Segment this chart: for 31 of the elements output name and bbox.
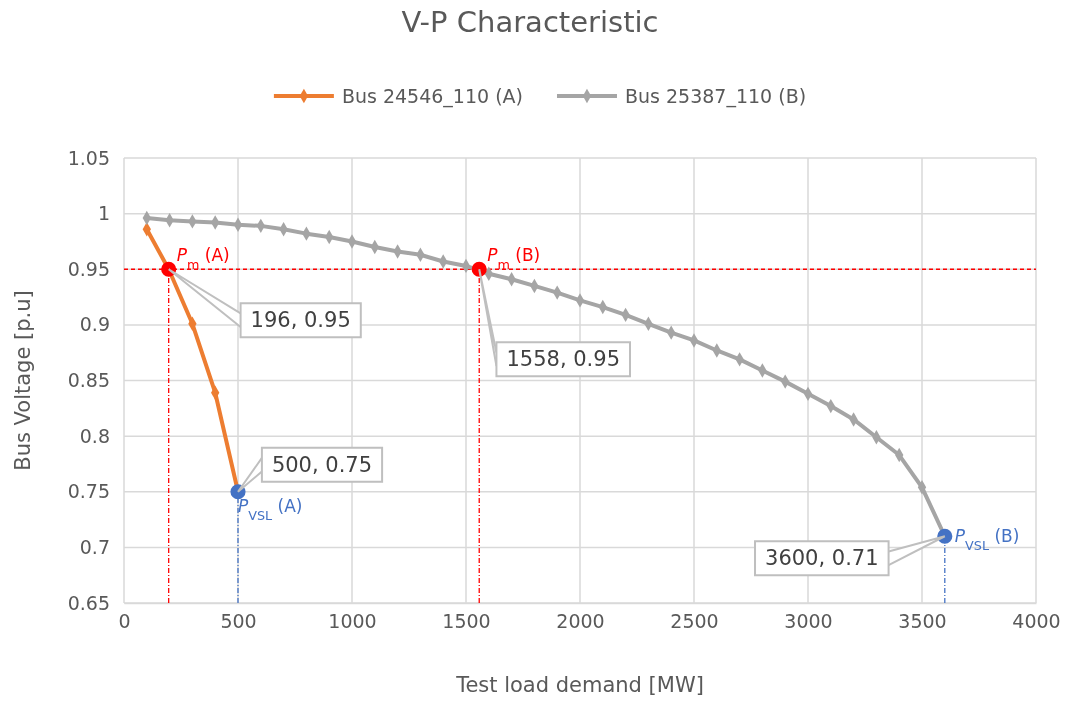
- annotation: 1558, 0.95: [506, 347, 621, 372]
- y-tick-label: 1.05: [67, 146, 110, 169]
- x-tick-label: 2500: [670, 610, 719, 633]
- x-tick-label: 500: [220, 610, 257, 633]
- y-tick-label: 0.65: [67, 591, 110, 614]
- x-axis-title: Test load demand [MW]: [455, 673, 704, 697]
- y-tick-label: 0.85: [67, 369, 110, 392]
- y-axis-title: Bus Voltage [p.u]: [11, 290, 35, 471]
- x-tick-label: 4000: [1012, 610, 1061, 633]
- annotation: 3600, 0.71: [765, 546, 879, 571]
- x-tick-label: 2000: [556, 610, 605, 633]
- y-tick-label: 0.9: [79, 313, 110, 336]
- annotation: 196, 0.95: [250, 308, 351, 333]
- legend-label: Bus 25387_110 (B): [624, 85, 807, 108]
- y-tick-label: 0.95: [67, 257, 110, 280]
- annotation: P$_{VSL}$ (A): [238, 495, 303, 523]
- y-tick-label: 0.7: [79, 535, 110, 558]
- legend-label: Bus 24546_110 (A): [341, 85, 523, 108]
- x-tick-label: 0: [118, 610, 131, 633]
- annotation: P$_{m}$ (A): [176, 245, 230, 272]
- y-tick-label: 0.75: [67, 480, 110, 503]
- chart-title: V-P Characteristic: [401, 5, 659, 39]
- annotation: P$_{VSL}$ (B): [954, 526, 1020, 553]
- x-tick-label: 1000: [328, 610, 377, 633]
- x-tick-label: 3500: [898, 610, 947, 633]
- y-tick-label: 0.8: [79, 424, 110, 447]
- x-tick-label: 1500: [442, 610, 491, 633]
- y-tick-label: 1: [97, 202, 110, 225]
- x-tick-label: 3000: [784, 610, 833, 633]
- annotation: P$_{m}$ (B): [487, 245, 541, 272]
- annotation: 500, 0.75: [271, 452, 373, 477]
